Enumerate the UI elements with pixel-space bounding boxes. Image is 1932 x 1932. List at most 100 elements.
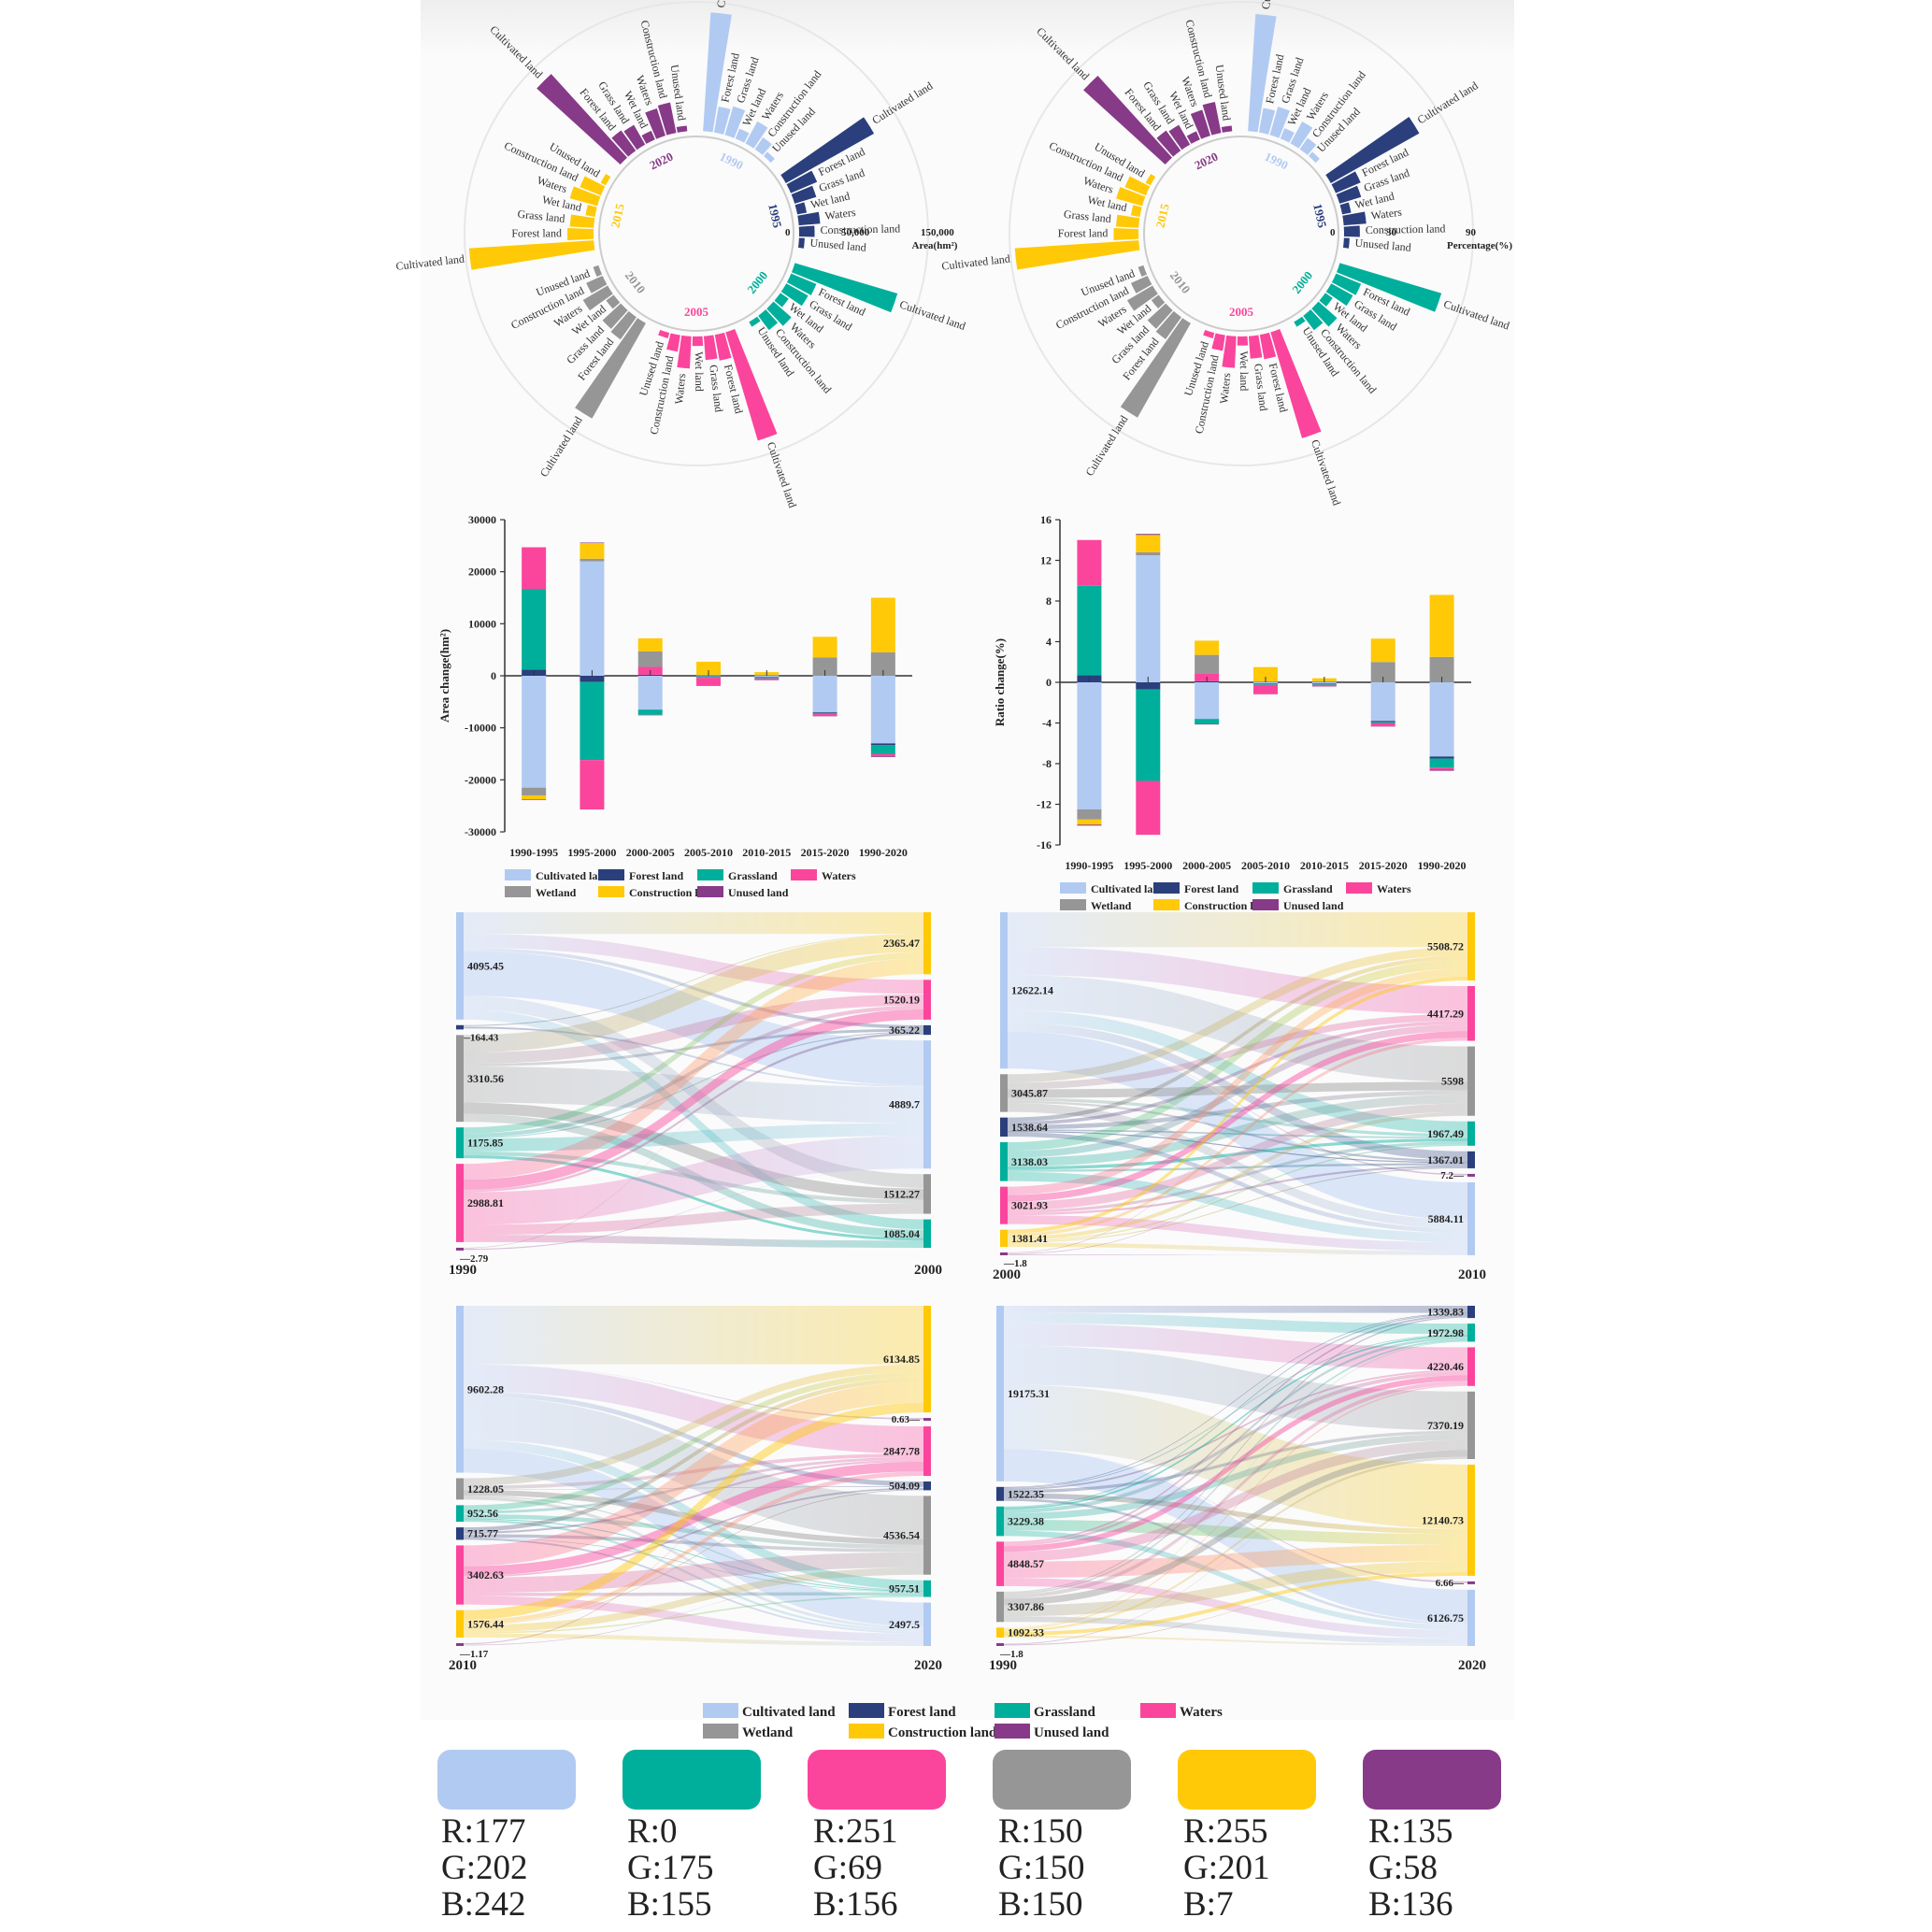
sankey-1990-2000-left-node-label: 2988.81 bbox=[467, 1196, 504, 1209]
sankey-1990-2020-right-node bbox=[1467, 1347, 1475, 1386]
swatch-card-cultivated bbox=[437, 1750, 576, 1810]
ratio-change-x-tick-label: 1990-2020 bbox=[1418, 859, 1467, 872]
sankey-2010-2020-flow bbox=[464, 1592, 923, 1596]
ratio-change-bar-segment bbox=[1136, 535, 1161, 552]
area-change-bar-segment bbox=[812, 713, 837, 717]
sankey-1990-2000-flow bbox=[464, 952, 923, 1134]
sankey-2010-2020-right-node-label: 2847.78 bbox=[883, 1445, 920, 1458]
sankey-1990-2000-flow bbox=[464, 1009, 923, 1190]
sankey-2010-2020-sankey: 9602.28 1228.05 952.56 715.77 3402.63 1576.44… bbox=[449, 1306, 942, 1673]
area-scale-label: 50,000 bbox=[841, 227, 870, 238]
area-change-bar-segment bbox=[580, 558, 605, 562]
area-change-bar-segment bbox=[637, 637, 663, 651]
sankey-2010-2020-left-node-label: 3402.63 bbox=[467, 1568, 504, 1581]
swatch-g: G:150 bbox=[998, 1849, 1085, 1887]
sankey-1990-2020-flow bbox=[1004, 1616, 1467, 1644]
sankey-2000-2010-sankey: 12622.14 3045.87 1538.64 3138.03 3021.93 1381… bbox=[993, 912, 1486, 1282]
area-category-label: Cultivated land bbox=[487, 23, 545, 81]
sankey-1990-2020-flow bbox=[1004, 1314, 1467, 1544]
sankey-1990-2020-flow bbox=[1004, 1345, 1467, 1431]
percent-inner-ring bbox=[1143, 136, 1339, 332]
sankey-2010-2020-flow bbox=[464, 1595, 923, 1634]
sankey-1990-2000-flow bbox=[464, 1032, 923, 1193]
sankey-1990-2000-right-node-label: 2365.47 bbox=[883, 937, 920, 950]
area-change-bar-segment bbox=[696, 676, 721, 677]
percent-radial-bar bbox=[1299, 137, 1317, 155]
ratio-change-bar-segment bbox=[1136, 682, 1161, 690]
sankey-1990-2020-right-node bbox=[1467, 1581, 1475, 1584]
sankey-2000-2010-right-node bbox=[1467, 986, 1475, 1041]
sankey-1990-2020-flow bbox=[1004, 1338, 1467, 1596]
sankey-2010-2020-right-node-label: 0.63— bbox=[892, 1414, 921, 1425]
sankey-1990-2020-from-year: 1990 bbox=[989, 1658, 1017, 1673]
area-radial-bar bbox=[658, 329, 670, 338]
sankey-1990-2020-left-node bbox=[996, 1486, 1004, 1501]
sankey-1990-2000-flow bbox=[464, 912, 923, 935]
area-scale-label: 150,000 bbox=[921, 227, 954, 238]
shared-legend-swatch bbox=[703, 1724, 738, 1739]
ratio-change-bar-segment bbox=[1429, 758, 1454, 768]
sankey-2010-2020-flow bbox=[464, 1633, 923, 1646]
sankey-2010-2020-flow bbox=[464, 1574, 923, 1646]
sankey-1990-2020-left-node-label: 1522.35 bbox=[1008, 1487, 1044, 1500]
sankey-1990-2000-right-node bbox=[923, 1174, 931, 1214]
area-change-y-tick-label: -30000 bbox=[465, 825, 496, 838]
sankey-2010-2020-left-node bbox=[456, 1306, 464, 1473]
ratio-change-bar-segment bbox=[1253, 666, 1278, 681]
percent-radial-bar bbox=[1336, 263, 1442, 312]
sankey-2010-2020-left-node bbox=[456, 1610, 464, 1638]
area-radial-bar bbox=[610, 310, 637, 340]
area-radial-bar bbox=[575, 318, 646, 419]
sankey-2000-2010-flow bbox=[1008, 1103, 1467, 1229]
area-radial-bar bbox=[786, 273, 817, 295]
ratio-change-bar-segment bbox=[1429, 682, 1454, 757]
ratio-change-bar-segment bbox=[1253, 682, 1278, 684]
sankey-2010-2020-flow bbox=[464, 1537, 923, 1593]
percent-category-label: Waters bbox=[1217, 372, 1233, 405]
percent-year-label: 2005 bbox=[1229, 305, 1254, 319]
sankey-2010-2020-left-node bbox=[456, 1545, 464, 1605]
percent-year-label: 1995 bbox=[1310, 202, 1330, 229]
percent-radial-bar bbox=[1124, 176, 1151, 196]
sankey-1990-2020-flow bbox=[1004, 1340, 1467, 1629]
percent-category-label: Construction land bbox=[1366, 222, 1446, 236]
area-change-legend-swatch bbox=[697, 869, 723, 880]
area-radial-bar bbox=[774, 293, 789, 308]
sankey-2000-2010-flow bbox=[1008, 1242, 1467, 1255]
area-radial-bar bbox=[794, 202, 808, 215]
area-radial-bar bbox=[798, 225, 815, 237]
sankey-1990-2000-flow bbox=[464, 1136, 923, 1225]
ratio-change-bar-segment bbox=[1253, 683, 1278, 684]
area-change-bar-segment bbox=[870, 597, 895, 652]
swatch-r: R:255 bbox=[1183, 1812, 1268, 1851]
sankey-1990-2020-right-node-label: 12140.73 bbox=[1422, 1513, 1464, 1526]
area-change-bar-segment bbox=[637, 714, 663, 716]
sankey-1990-2020-right-node-label: 6.66— bbox=[1436, 1578, 1465, 1589]
sankey-1990-2020-left-node bbox=[996, 1306, 1004, 1481]
area-radial-bar bbox=[735, 128, 750, 143]
area-radial-bar bbox=[586, 275, 608, 293]
sankey-2000-2010-flow bbox=[1008, 1031, 1467, 1202]
area-outer-ring bbox=[464, 1, 929, 466]
sankey-2010-2020-flow bbox=[464, 1381, 923, 1567]
swatch-card-unused bbox=[1363, 1750, 1501, 1810]
area-radial-bar bbox=[566, 227, 594, 241]
area-radial-bar bbox=[749, 316, 761, 327]
percent-radial-bar bbox=[1130, 275, 1152, 293]
percent-radial-bar bbox=[1155, 310, 1181, 339]
shared-legend-label: Unused land bbox=[1034, 1725, 1109, 1740]
sankey-1990-2000-left-node-label: —164.43 bbox=[459, 1032, 499, 1043]
percent-radial-bar bbox=[1294, 316, 1306, 327]
percent-year-label: 1990 bbox=[1263, 150, 1291, 173]
sankey-1990-2020-flow bbox=[1004, 1384, 1467, 1529]
ratio-change-y-tick-label: 4 bbox=[1046, 636, 1052, 649]
ratio-change-bar-segment bbox=[1195, 719, 1220, 724]
percent-radial-bar bbox=[1280, 128, 1295, 143]
swatch-b: B:136 bbox=[1368, 1885, 1453, 1924]
area-change-bar-segment bbox=[522, 795, 547, 800]
shared-legend-swatch bbox=[995, 1724, 1030, 1739]
sankey-2010-2020-left-node bbox=[456, 1642, 464, 1646]
percent-radial-bar bbox=[1120, 318, 1191, 418]
